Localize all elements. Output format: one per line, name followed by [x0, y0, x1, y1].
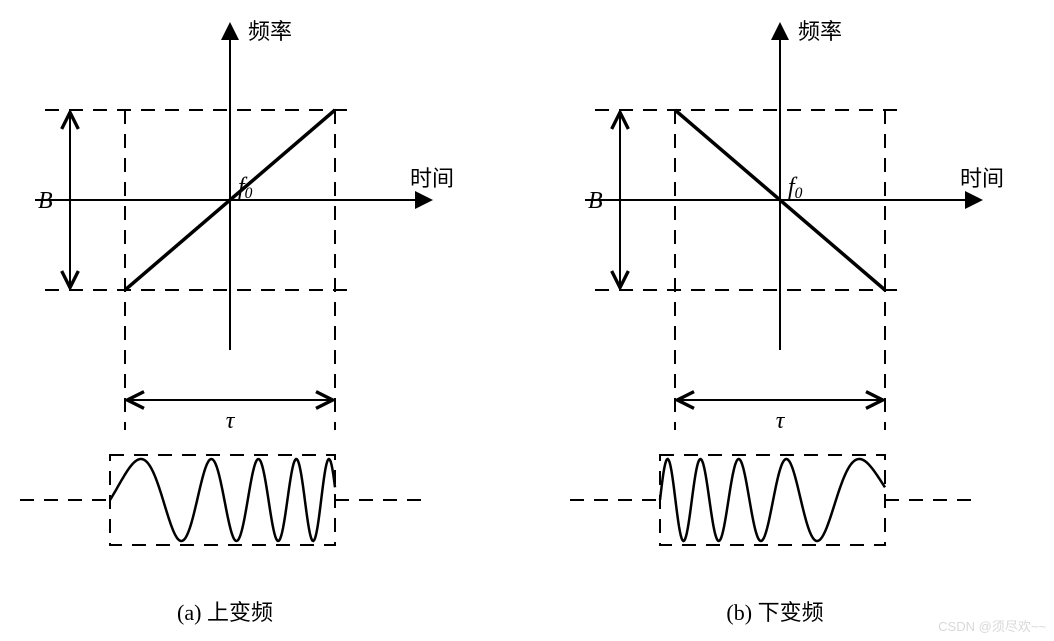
chirp-waveform — [660, 459, 885, 541]
panel-up-chirp: 频率时间f0Bτ — [20, 19, 454, 545]
chirp-diagram: 频率时间 f0 Bτ 频率时间 f0 Bτ (a) 上变频 (b) 下变频 — [0, 0, 1054, 641]
B-label: B — [588, 188, 603, 214]
tau-label: τ — [226, 408, 236, 434]
y-axis-label: 频率 — [798, 19, 842, 44]
panel-down-chirp: 频率时间 f0 Bτ — [570, 19, 1004, 545]
watermark: CSDN @须尽欢~~ — [938, 616, 1046, 635]
caption-b: (b) 下变频 — [726, 600, 823, 625]
x-axis-label: 时间 — [410, 166, 454, 191]
caption-a: (a) 上变频 — [177, 600, 273, 625]
y-axis-label: 频率 — [248, 19, 292, 44]
chirp-waveform — [110, 459, 335, 541]
tau-label: τ — [776, 408, 786, 434]
x-axis-label: 时间 — [960, 166, 1004, 191]
f0-label: f0 — [788, 174, 803, 202]
B-label: B — [38, 188, 53, 214]
